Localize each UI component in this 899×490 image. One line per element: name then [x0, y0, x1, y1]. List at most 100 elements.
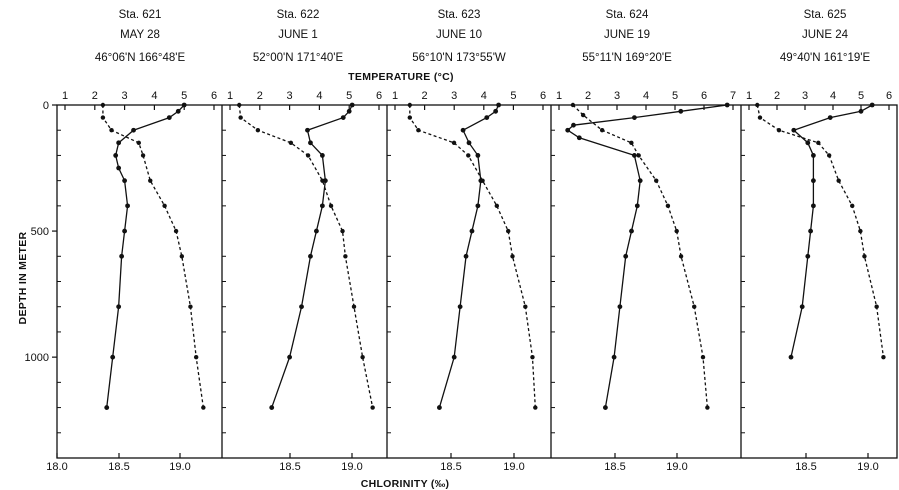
chlorinity-point	[148, 178, 153, 183]
temperature-point	[308, 253, 313, 259]
temperature-tick-label: 4	[151, 90, 157, 102]
temperature-point	[637, 178, 643, 184]
temperature-tick-label: 6	[211, 90, 217, 102]
chlorinity-point	[530, 354, 535, 360]
chlorinity-point	[193, 354, 199, 360]
chlorinity-point	[757, 115, 763, 120]
temperature-point	[122, 178, 127, 184]
chlorinity-tick-label: 18.5	[440, 461, 461, 473]
temperature-point	[805, 140, 811, 146]
chlorinity-point	[570, 102, 576, 108]
chlorinity-point	[599, 128, 605, 133]
chlorinity-point	[100, 102, 106, 108]
chlorinity-point	[237, 102, 242, 108]
chlorinity-point	[881, 354, 886, 360]
temperature-point	[611, 354, 617, 360]
chlorinity-point	[466, 153, 471, 158]
chlorinity-tick-label: 19.0	[341, 461, 362, 473]
chlorinity-point	[407, 115, 413, 120]
temperature-tick-label: 5	[181, 90, 187, 102]
temperature-tick-label: 3	[451, 90, 457, 102]
station-headers: Sta. 621 MAY 28 46°06'N 166°48'E Sta. 622 JU…	[95, 9, 871, 64]
temperature-profile-line	[106, 104, 185, 408]
temperature-tick-label: 3	[287, 90, 293, 102]
station-label: Sta. 625	[804, 9, 847, 21]
date-label: JUNE 1	[278, 29, 318, 41]
chlorinity-point	[201, 405, 206, 410]
temperature-point	[460, 127, 466, 133]
temperature-point	[104, 405, 110, 410]
chlorinity-profile-line	[238, 104, 374, 408]
temperature-tick-label: 3	[122, 90, 128, 102]
chlorinity-profile-line	[756, 104, 885, 358]
temperature-tick-label: 5	[346, 90, 352, 102]
temperature-tick-label: 5	[858, 90, 864, 102]
temperature-point	[116, 304, 122, 310]
chlorinity-point	[858, 228, 863, 234]
temperature-point	[319, 153, 325, 158]
chlorinity-tick-label: 19.0	[666, 461, 687, 473]
date-label: MAY 28	[120, 29, 160, 41]
temperature-tick-label: 1	[746, 90, 752, 102]
chlorinity-point	[678, 254, 684, 259]
chlorinity-tick-label: 18.5	[795, 461, 816, 473]
temperature-point	[299, 304, 304, 310]
chlorinity-point	[255, 128, 261, 133]
temperature-point	[437, 405, 442, 410]
temperature-point	[565, 127, 571, 133]
temperature-point	[116, 140, 122, 146]
chlorinity-point	[510, 254, 515, 259]
temperature-point	[788, 354, 794, 360]
temperature-tick-label: 4	[643, 90, 649, 102]
temperature-tick-label: 7	[730, 90, 736, 102]
temperature-point	[858, 108, 864, 114]
temperature-point	[799, 304, 805, 310]
chlorinity-point	[674, 228, 679, 234]
temperature-point	[791, 127, 797, 133]
temperature-tick-label: 3	[614, 90, 620, 102]
temperature-point	[634, 203, 640, 209]
station-label: Sta. 624	[606, 9, 649, 21]
temperature-tick-label: 1	[227, 90, 233, 102]
temperature-point	[493, 108, 499, 114]
temperature-tick-label: 6	[376, 90, 382, 102]
chlorinity-tick-label: 18.5	[604, 461, 625, 473]
temperature-point	[603, 405, 608, 410]
chlorinity-point	[874, 304, 879, 309]
chlorinity-point	[351, 304, 357, 309]
temperature-tick-label: 6	[886, 90, 892, 102]
chlorinity-point	[776, 128, 782, 133]
temperature-tick-label: 6	[701, 90, 707, 102]
chlorinity-point	[238, 115, 243, 120]
temperature-tick-label: 1	[556, 90, 562, 102]
temperature-point	[346, 108, 352, 114]
chlorinity-point	[136, 140, 141, 146]
position-label: 55°11'N 169°20'E	[582, 52, 672, 64]
chlorinity-point	[370, 405, 375, 410]
temperature-point	[308, 140, 313, 146]
chlorinity-point	[320, 178, 325, 183]
temperature-point	[305, 127, 310, 133]
chlorinity-profile-line	[102, 105, 204, 408]
position-label: 56°10'N 173°55'W	[412, 52, 506, 64]
chlorinity-ticks: 18.0 18.5 19.0 18.5 19.0 18.5 19.0 18.5 19.0 18.5…	[46, 453, 879, 473]
chlorinity-tick-label: 18.5	[108, 461, 129, 473]
chlorinity-point	[826, 153, 832, 158]
temperature-tick-label: 2	[92, 90, 98, 102]
date-label: JUNE 10	[436, 29, 482, 41]
temperature-point	[131, 127, 136, 133]
chlorinity-point	[580, 112, 586, 118]
temperature-tick-label: 4	[316, 90, 322, 102]
chlorinity-point	[140, 153, 146, 158]
chlorinity-point	[109, 128, 114, 133]
temperature-tick-label: 4	[481, 90, 487, 102]
chlorinity-axis-label: CHLORINITY (‰)	[361, 478, 450, 490]
temperature-point	[484, 115, 490, 121]
date-label: JUNE 24	[802, 29, 849, 41]
chlorinity-point	[188, 304, 193, 309]
temperature-profile-line	[438, 104, 500, 408]
chlorinity-point	[506, 228, 511, 234]
station-label: Sta. 622	[277, 9, 320, 21]
chlorinity-point	[451, 140, 457, 146]
